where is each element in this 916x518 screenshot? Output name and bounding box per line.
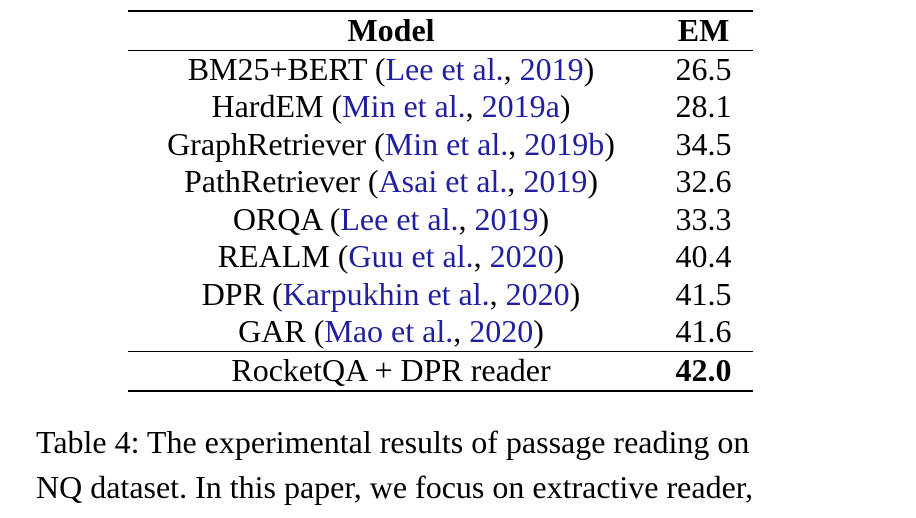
citation-author-link[interactable]: Lee et al. (385, 50, 504, 87)
citation-open-paren: ( (366, 50, 386, 87)
citation-separator: , (465, 88, 482, 124)
citation-close-paren: ) (559, 88, 571, 124)
model-name: PathRetriever (183, 163, 360, 199)
table-header: Model EM (128, 11, 753, 50)
em-score: 40.4 (675, 238, 732, 274)
citation-open-paren: ( (323, 88, 343, 124)
baseline-rows: BM25+BERT (Lee et al., 2019) 26.5 HardEM (… (128, 50, 753, 351)
proposed-rows: RocketQA + DPR reader 42.0 (128, 351, 753, 391)
table-caption: Table 4: The experimental results of pas… (36, 420, 896, 510)
table-row: GraphRetriever (Min et al., 2019b) 34.5 (128, 126, 753, 164)
model-cell: DPR (Karpukhin et al., 2020) (128, 276, 654, 314)
citation-author-link[interactable]: Guu et al. (348, 238, 474, 274)
table-row: HardEM (Min et al., 2019a) 28.1 (128, 88, 753, 126)
model-cell: REALM (Guu et al., 2020) (128, 238, 654, 276)
citation-open-paren: ( (305, 313, 325, 349)
citation-author-link[interactable]: Lee et al. (340, 200, 459, 237)
citation-author-link[interactable]: Asai et al. (378, 163, 508, 199)
citation-year-link[interactable]: 2019 (519, 50, 584, 87)
header-row: Model EM (128, 11, 753, 50)
citation-year-link[interactable]: 2019 (523, 163, 588, 199)
model-name: BM25+BERT (187, 50, 367, 87)
citation-separator: , (503, 50, 520, 87)
citation-close-paren: ) (533, 313, 544, 349)
model-cell: GraphRetriever (Min et al., 2019b) (128, 126, 654, 164)
em-score: 41.5 (675, 275, 732, 312)
citation-year-link[interactable]: 2020 (489, 238, 554, 274)
model-name: GAR (238, 313, 306, 349)
table-row: ORQA (Lee et al., 2019) 33.3 (128, 201, 753, 239)
citation-close-paren: ) (583, 50, 595, 87)
caption-line-1: Table 4: The experimental results of pas… (36, 424, 750, 460)
citation-close-paren: ) (604, 125, 615, 162)
citation-year-link[interactable]: 2019a (481, 88, 560, 124)
citation-year-link[interactable]: 2019 (474, 200, 539, 237)
citation-author-link[interactable]: Min et al. (384, 125, 509, 162)
table-row: DPR (Karpukhin et al., 2020) 41.5 (128, 276, 753, 314)
citation-separator: , (507, 163, 524, 199)
model-column-header: Model (347, 12, 435, 48)
model-name: ORQA (232, 200, 322, 237)
model-name: HardEM (211, 88, 324, 124)
citation-open-paren: ( (329, 238, 349, 274)
em-score: 28.1 (675, 88, 732, 124)
model-cell: ORQA (Lee et al., 2019) (128, 201, 654, 239)
table-row: PathRetriever (Asai et al., 2019) 32.6 (128, 163, 753, 201)
citation-open-paren: ( (263, 275, 283, 312)
model-cell: BM25+BERT (Lee et al., 2019) (128, 50, 654, 88)
caption-line-2: NQ dataset. In this paper, we focus on e… (36, 469, 754, 505)
citation-close-paren: ) (569, 275, 581, 312)
results-table: Model EM BM25+BERT (Lee et al., 2019) 26.… (128, 10, 753, 392)
model-cell: GAR (Mao et al., 2020) (128, 313, 654, 351)
citation-close-paren: ) (587, 163, 599, 199)
citation-open-paren: ( (359, 163, 379, 199)
em-score: 34.5 (675, 125, 732, 162)
em-score: 41.6 (675, 313, 732, 349)
model-cell: PathRetriever (Asai et al., 2019) (128, 163, 654, 201)
citation-separator: , (508, 125, 525, 162)
em-score: 33.3 (675, 200, 732, 237)
citation-separator: , (473, 238, 490, 274)
citation-open-paren: ( (366, 125, 385, 162)
citation-year-link[interactable]: 2020 (469, 313, 534, 349)
model-name: DPR (201, 275, 264, 312)
table-row: REALM (Guu et al., 2020) 40.4 (128, 238, 753, 276)
citation-separator: , (458, 200, 475, 237)
citation-author-link[interactable]: Mao et al. (324, 313, 454, 349)
em-column-header: EM (677, 12, 730, 48)
model-name: REALM (217, 238, 330, 274)
citation-close-paren: ) (553, 238, 565, 274)
em-score: 32.6 (675, 163, 732, 199)
table-row: GAR (Mao et al., 2020) 41.6 (128, 313, 753, 351)
citation-author-link[interactable]: Karpukhin et al. (282, 275, 490, 312)
model-name: GraphRetriever (167, 125, 367, 162)
proposed-em-score: 42.0 (675, 351, 732, 388)
proposed-model-name: RocketQA + DPR reader (231, 351, 551, 388)
em-score: 26.5 (675, 50, 732, 87)
citation-close-paren: ) (538, 200, 550, 237)
citation-year-link[interactable]: 2020 (505, 275, 570, 312)
citation-open-paren: ( (321, 200, 341, 237)
citation-year-link[interactable]: 2019b (524, 125, 605, 162)
table-row: BM25+BERT (Lee et al., 2019) 26.5 (128, 50, 753, 88)
citation-separator: , (453, 313, 470, 349)
citation-separator: , (489, 275, 506, 312)
model-cell: HardEM (Min et al., 2019a) (128, 88, 654, 126)
proposed-row: RocketQA + DPR reader 42.0 (128, 351, 753, 391)
citation-author-link[interactable]: Min et al. (342, 88, 466, 124)
